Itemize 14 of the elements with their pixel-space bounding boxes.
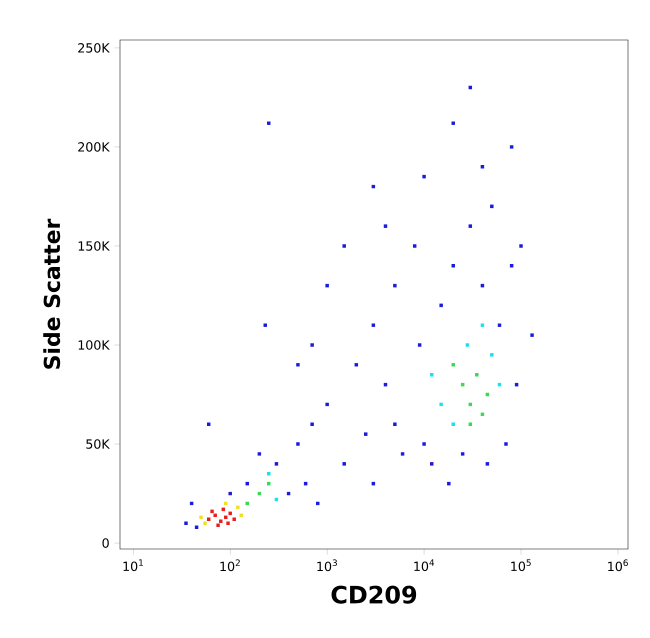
x-axis-title: CD209	[332, 586, 416, 604]
x-tick-label: 10$^{3}$	[317, 559, 337, 572]
x-tick-label: 10$^{5}$	[511, 559, 531, 572]
y-tick-label: 150K	[78, 241, 110, 251]
y-tick-label: 250K	[78, 43, 110, 53]
x-tick-label: 10$^{2}$	[220, 559, 240, 572]
y-tick-label: 200K	[78, 142, 110, 152]
x-tick-label: 10$^{1}$	[123, 559, 143, 572]
y-tick-label: 100K	[78, 340, 110, 350]
x-tick-label: 10$^{4}$	[414, 559, 434, 572]
x-tick-label: 10$^{6}$	[608, 559, 628, 572]
y-tick-label: 50K	[86, 439, 110, 449]
y-axis-title: Side Scatter	[43, 218, 60, 369]
y-tick-label: 0	[102, 538, 109, 548]
